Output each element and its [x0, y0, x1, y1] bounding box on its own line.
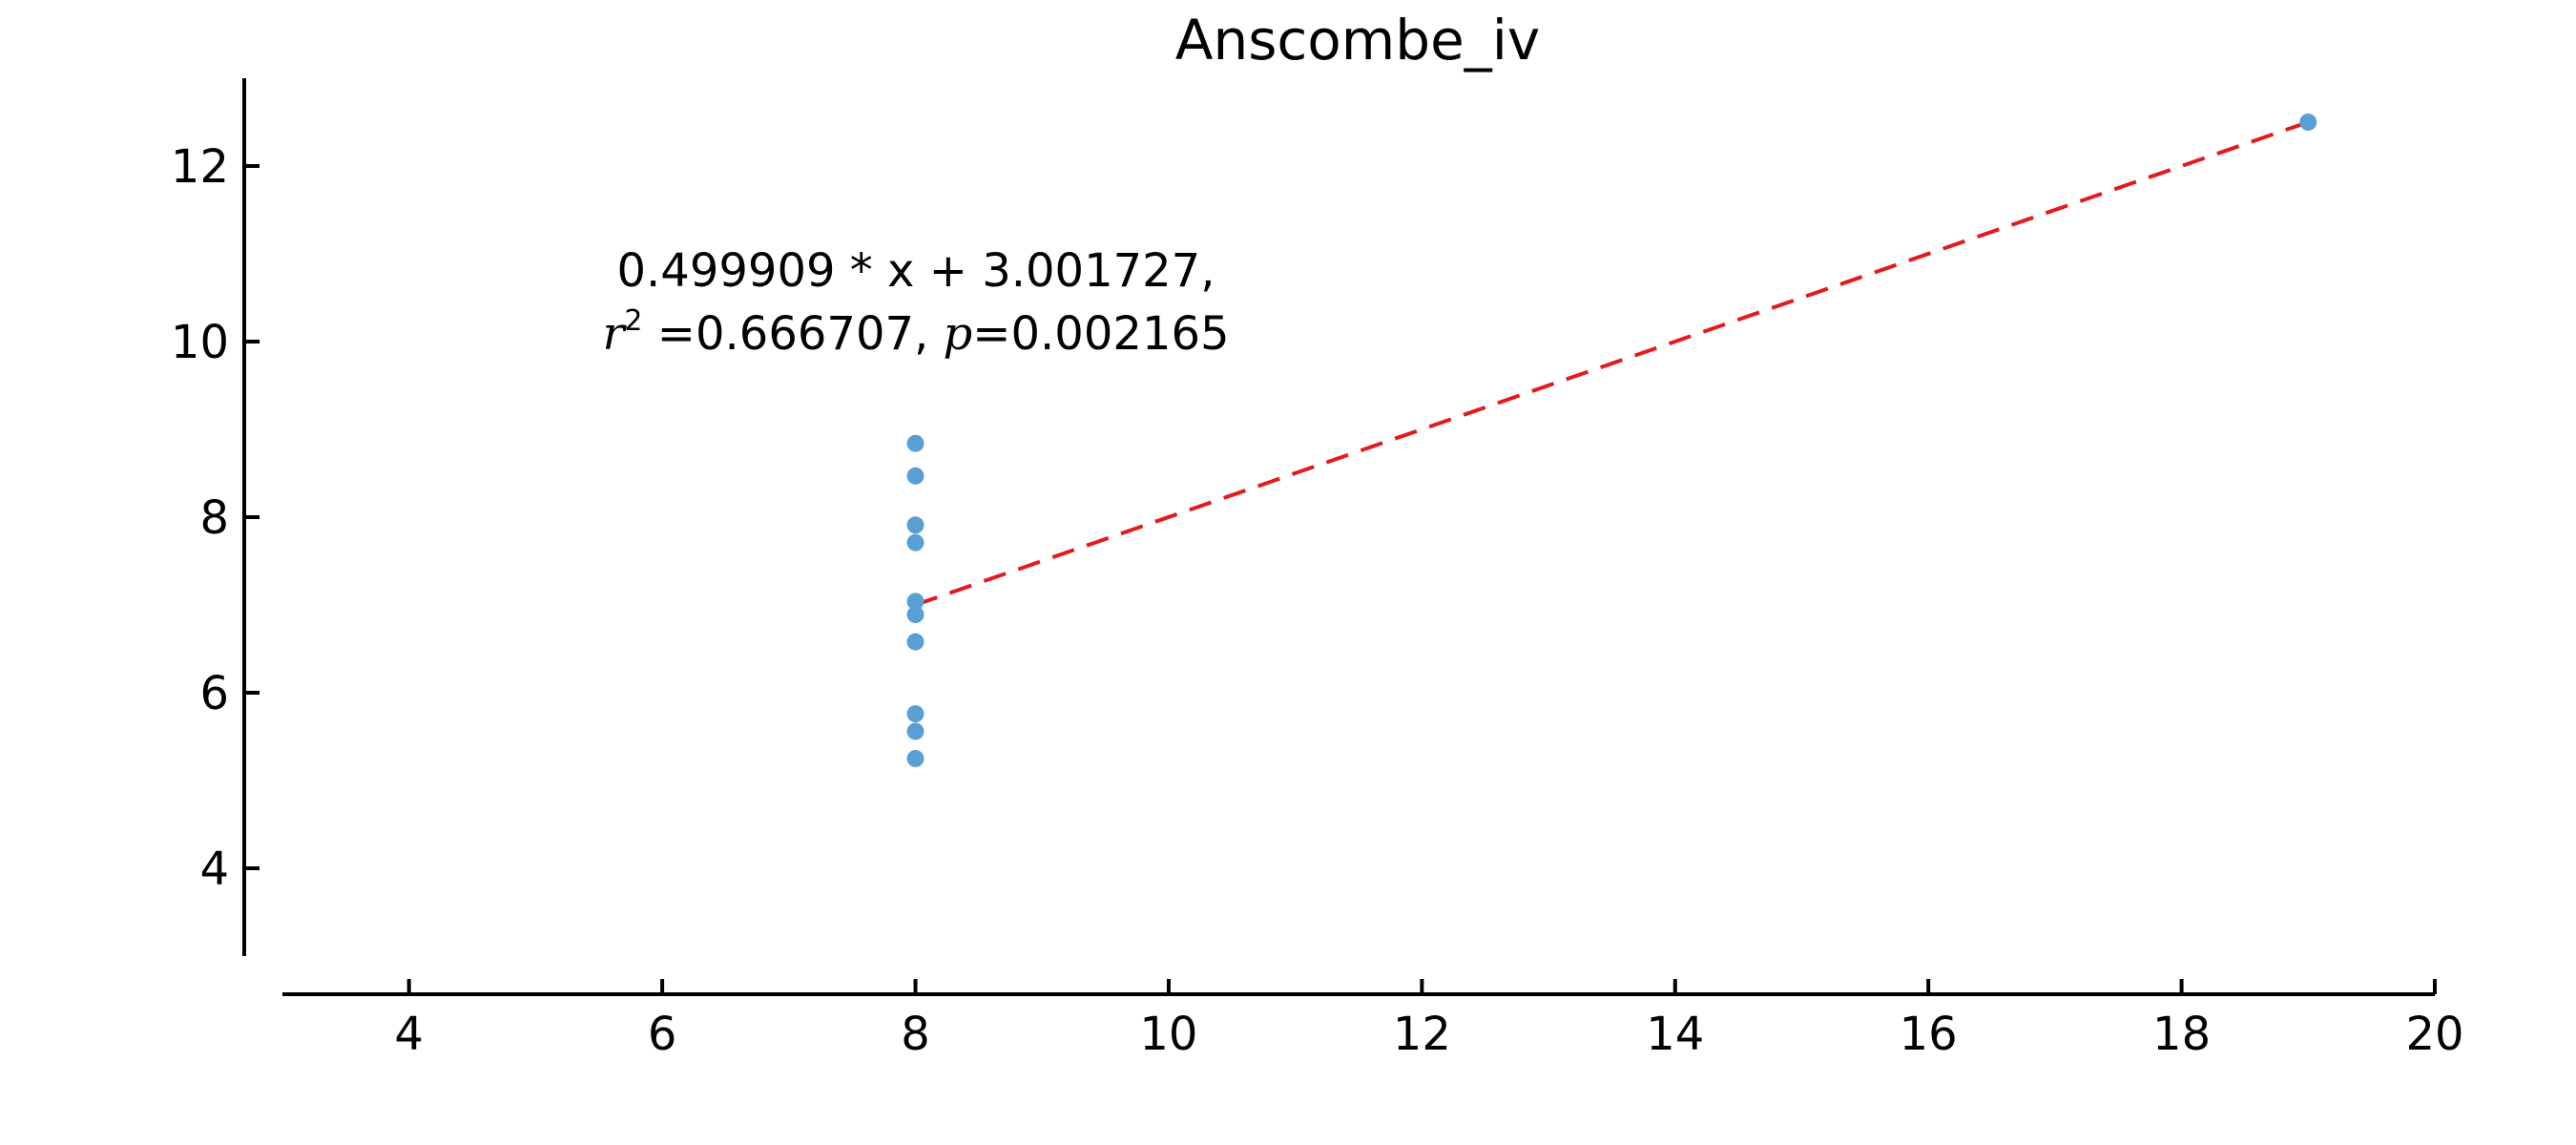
regression-annotation: 0.499909 * x + 3.001727, r2 =0.666707, p… [602, 244, 1229, 361]
annotation-equation: 0.499909 * x + 3.001727, [617, 244, 1215, 298]
annotation-r-symbol: r [602, 307, 627, 361]
annotation-p-value: =0.002165 [972, 307, 1229, 361]
data-point [906, 750, 924, 767]
data-point [2299, 114, 2317, 131]
data-point [906, 593, 924, 611]
annotation-p-symbol: p [944, 307, 973, 361]
annotation-stats: r2 =0.666707, p=0.002165 [602, 304, 1229, 361]
x-tick-label: 18 [2152, 1008, 2211, 1061]
data-point [906, 434, 924, 452]
annotation-r-exponent: 2 [624, 304, 642, 338]
x-tick-label: 4 [394, 1008, 424, 1061]
y-tick-label: 4 [199, 843, 229, 896]
data-point [906, 533, 924, 552]
x-tick-label: 12 [1393, 1008, 1451, 1061]
x-tick-label: 16 [1900, 1008, 1958, 1061]
data-point [906, 722, 924, 740]
y-tick-label: 10 [171, 316, 229, 369]
chart-title: Anscombe_iv [1175, 8, 1540, 73]
y-axis-ticks: 4 6 8 10 12 [171, 140, 260, 896]
data-point [906, 705, 924, 723]
data-point [906, 516, 924, 534]
data-point [906, 467, 924, 485]
annotation-r-value: =0.666707, [643, 307, 944, 361]
x-tick-label: 14 [1646, 1008, 1704, 1061]
x-tick-label: 10 [1139, 1008, 1197, 1061]
data-points [906, 114, 2317, 767]
x-axis-ticks: 4 6 8 10 12 14 16 18 20 [394, 979, 2464, 1061]
data-point [906, 606, 924, 624]
x-tick-label: 20 [2405, 1008, 2463, 1061]
x-tick-label: 8 [901, 1008, 930, 1061]
x-tick-label: 6 [648, 1008, 677, 1061]
y-tick-label: 8 [199, 491, 229, 545]
y-tick-label: 6 [199, 667, 229, 720]
regression-line [914, 120, 2309, 607]
y-tick-label: 12 [171, 140, 229, 194]
data-point [906, 633, 924, 651]
